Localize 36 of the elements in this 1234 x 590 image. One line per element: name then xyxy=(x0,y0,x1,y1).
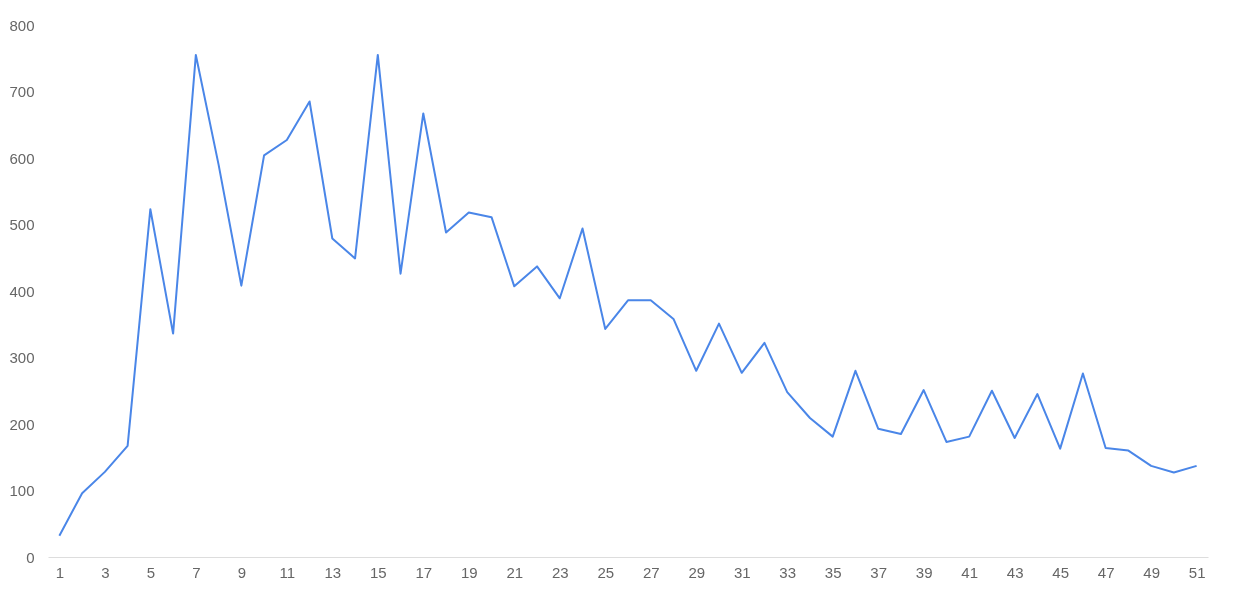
x-tick-label: 49 xyxy=(1143,563,1160,581)
x-tick-label: 29 xyxy=(688,563,706,581)
x-tick-label: 41 xyxy=(961,563,979,581)
x-tick-label: 5 xyxy=(146,563,156,581)
y-tick-label: 200 xyxy=(9,415,35,433)
x-tick-label: 1 xyxy=(55,563,65,581)
x-tick-label: 47 xyxy=(1097,563,1115,581)
x-tick-label: 15 xyxy=(369,563,387,581)
y-tick-label: 400 xyxy=(9,282,35,300)
x-tick-label: 35 xyxy=(824,563,842,581)
x-tick-label: 11 xyxy=(279,563,296,581)
y-tick-label: 800 xyxy=(9,16,35,34)
y-tick-label: 600 xyxy=(9,149,35,167)
x-tick-label: 21 xyxy=(506,563,524,581)
x-tick-label: 43 xyxy=(1006,563,1024,581)
x-tick-label: 3 xyxy=(101,563,110,581)
y-tick-label: 300 xyxy=(9,349,35,366)
x-tick-label: 27 xyxy=(642,563,660,581)
x-tick-label: 37 xyxy=(870,563,888,581)
x-tick-label: 39 xyxy=(915,563,933,581)
x-tick-label: 17 xyxy=(415,563,433,581)
x-tick-label: 19 xyxy=(460,563,478,581)
x-tick-label: 23 xyxy=(551,563,569,581)
x-tick-label: 31 xyxy=(733,563,751,581)
x-tick-label: 9 xyxy=(237,563,247,581)
y-tick-label: 100 xyxy=(9,482,35,499)
y-tick-label: 700 xyxy=(9,83,35,100)
x-tick-label: 33 xyxy=(779,563,797,581)
x-tick-label: 13 xyxy=(324,563,342,581)
x-tick-label: 25 xyxy=(597,563,615,581)
y-tick-label: 0 xyxy=(26,548,35,566)
x-tick-label: 51 xyxy=(1188,563,1206,581)
x-tick-label: 45 xyxy=(1052,563,1069,581)
x-tick-label: 7 xyxy=(192,563,201,581)
y-tick-label: 500 xyxy=(9,216,35,233)
line-series xyxy=(58,53,1198,537)
